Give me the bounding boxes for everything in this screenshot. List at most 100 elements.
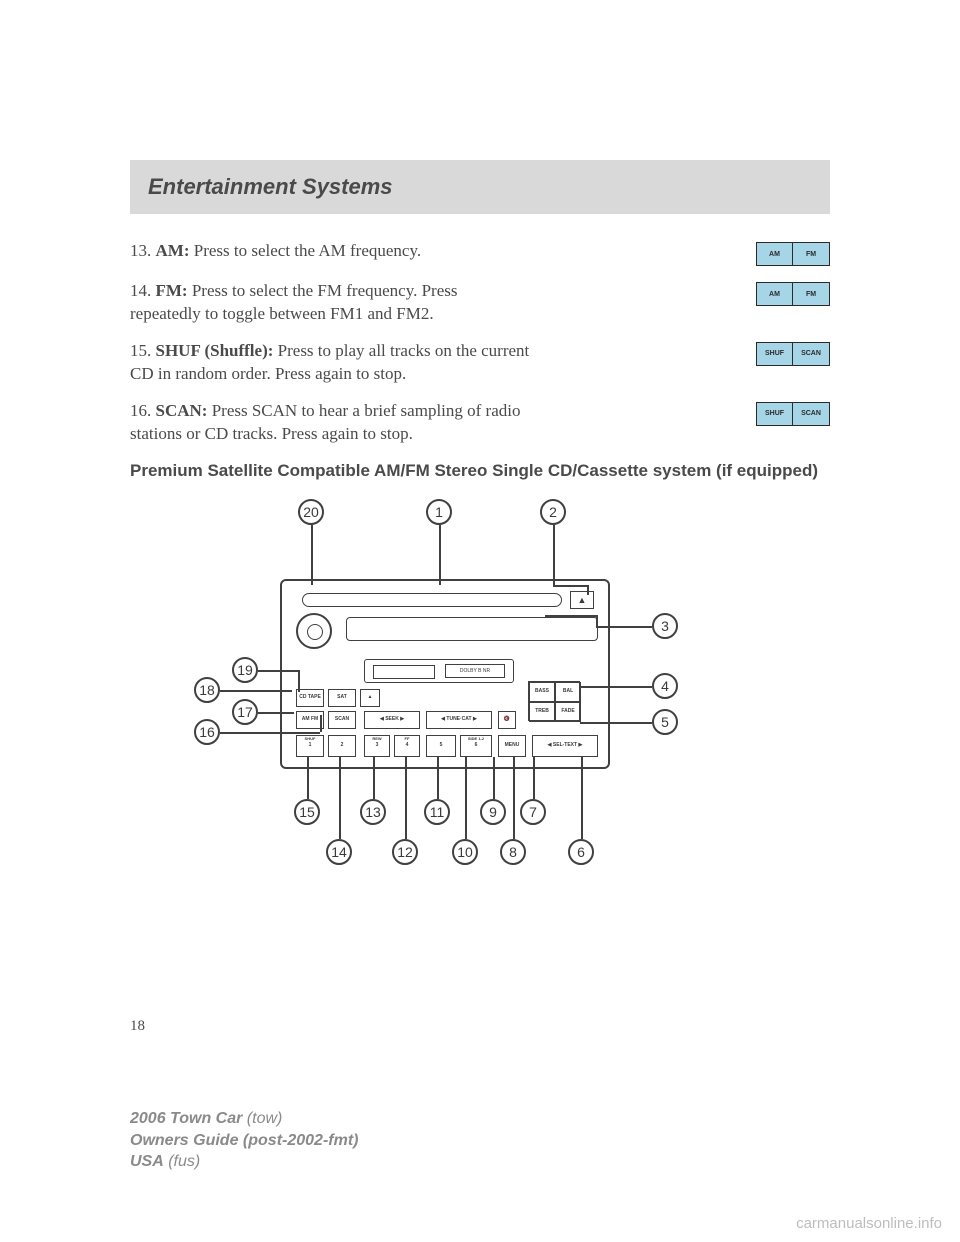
- instruction-item: 13. AM: Press to select the AM frequency…: [130, 240, 830, 266]
- mute-icon: 🔇: [498, 711, 516, 729]
- callout-20: 20: [298, 499, 324, 525]
- callout-line: [298, 670, 300, 692]
- fm-button: FM: [793, 243, 829, 265]
- am-button: AM: [757, 283, 793, 305]
- subsection-title: Premium Satellite Compatible AM/FM Stere…: [130, 460, 830, 483]
- cd-tape-button: CD TAPE: [296, 689, 324, 707]
- callout-line: [373, 757, 375, 799]
- tune-button: ◀ TUNE·CAT ▶: [426, 711, 492, 729]
- shuf-button: SHUF: [757, 403, 793, 425]
- bass-button: BASS: [529, 682, 555, 702]
- footer-line-2: Owners Guide (post-2002-fmt): [130, 1130, 358, 1152]
- section-title: Entertainment Systems: [148, 174, 812, 200]
- callout-line: [258, 712, 294, 714]
- page-content: Entertainment Systems 13. AM: Press to s…: [130, 160, 830, 879]
- radio-display: [346, 617, 598, 641]
- callout-16: 16: [194, 719, 220, 745]
- callout-3: 3: [652, 613, 678, 639]
- callout-line: [581, 757, 583, 839]
- callout-line: [580, 722, 652, 724]
- callout-line: [493, 757, 495, 799]
- callout-line: [533, 757, 535, 799]
- radio-body: ▲ DOLBY B NR CD TAPE SAT ▲ BASS BAL TREB…: [280, 579, 610, 769]
- callout-line: [307, 757, 309, 799]
- callout-15: 15: [294, 799, 320, 825]
- callout-14: 14: [326, 839, 352, 865]
- preset-6: SIDE 1-26: [460, 735, 492, 757]
- tone-quad: BASS BAL TREB FADE: [528, 681, 580, 721]
- footer-line-1: 2006 Town Car (tow): [130, 1108, 358, 1130]
- callout-line: [553, 525, 555, 585]
- preset-5: 5: [426, 735, 456, 757]
- eject-button: ▲: [570, 591, 594, 609]
- am-fm-button-pair: AM FM: [756, 242, 830, 266]
- instruction-text: 13. AM: Press to select the AM frequency…: [130, 240, 530, 263]
- callout-19: 19: [232, 657, 258, 683]
- preset-3: REW3: [364, 735, 390, 757]
- radio-diagram: ▲ DOLBY B NR CD TAPE SAT ▲ BASS BAL TREB…: [180, 499, 700, 879]
- callout-line: [220, 690, 292, 692]
- instruction-item: 16. SCAN: Press SCAN to hear a brief sam…: [130, 400, 830, 446]
- callout-line: [339, 757, 341, 839]
- callout-line: [439, 525, 441, 585]
- instruction-text: 15. SHUF (Shuffle): Press to play all tr…: [130, 340, 530, 386]
- callout-line: [580, 686, 652, 688]
- preset-1: SHUF1: [296, 735, 324, 757]
- callout-10: 10: [452, 839, 478, 865]
- callout-9: 9: [480, 799, 506, 825]
- cassette-slot: DOLBY B NR: [364, 659, 514, 683]
- callout-8: 8: [500, 839, 526, 865]
- callout-line: [258, 670, 298, 672]
- callout-line: [513, 757, 515, 839]
- callout-line: [320, 715, 322, 732]
- instruction-text: 16. SCAN: Press SCAN to hear a brief sam…: [130, 400, 530, 446]
- callout-6: 6: [568, 839, 594, 865]
- callout-line: [545, 615, 596, 617]
- am-fm-button-pair: AM FM: [756, 282, 830, 306]
- dolby-label: DOLBY B NR: [445, 664, 505, 678]
- callout-11: 11: [424, 799, 450, 825]
- callout-line: [596, 626, 652, 628]
- footer-line-3: USA (fus): [130, 1151, 358, 1173]
- callout-line: [220, 732, 320, 734]
- sel-text-button: ◀ SEL-TEXT ▶: [532, 735, 598, 757]
- callout-2: 2: [540, 499, 566, 525]
- tape-eject-button: ▲: [360, 689, 380, 707]
- callout-18: 18: [194, 677, 220, 703]
- callout-12: 12: [392, 839, 418, 865]
- instruction-item: 14. FM: Press to select the FM frequency…: [130, 280, 830, 326]
- am-button: AM: [757, 243, 793, 265]
- callout-line: [465, 757, 467, 839]
- callout-line: [405, 757, 407, 839]
- callout-line: [553, 585, 589, 587]
- callout-5: 5: [652, 709, 678, 735]
- callout-4: 4: [652, 673, 678, 699]
- callout-line: [311, 525, 313, 585]
- page-number: 18: [130, 1018, 145, 1035]
- callout-13: 13: [360, 799, 386, 825]
- preset-4: FF4: [394, 735, 420, 757]
- scan-button: SCAN: [793, 403, 829, 425]
- fm-button: FM: [793, 283, 829, 305]
- scan-button: SCAN: [328, 711, 356, 729]
- scan-button: SCAN: [793, 343, 829, 365]
- shuf-scan-button-pair: SHUF SCAN: [756, 402, 830, 426]
- treb-button: TREB: [529, 702, 555, 722]
- callout-line: [437, 757, 439, 799]
- shuf-scan-button-pair: SHUF SCAN: [756, 342, 830, 366]
- cd-slot: [302, 593, 562, 607]
- sat-button: SAT: [328, 689, 356, 707]
- menu-button: MENU: [498, 735, 526, 757]
- watermark: carmanualsonline.info: [796, 1215, 942, 1232]
- instruction-item: 15. SHUF (Shuffle): Press to play all tr…: [130, 340, 830, 386]
- volume-knob: [296, 613, 332, 649]
- instruction-text: 14. FM: Press to select the FM frequency…: [130, 280, 530, 326]
- callout-7: 7: [520, 799, 546, 825]
- callout-line: [587, 585, 589, 595]
- bal-button: BAL: [555, 682, 581, 702]
- callout-17: 17: [232, 699, 258, 725]
- seek-button: ◀ SEEK ▶: [364, 711, 420, 729]
- preset-2: 2: [328, 735, 356, 757]
- callout-1: 1: [426, 499, 452, 525]
- fade-button: FADE: [555, 702, 581, 722]
